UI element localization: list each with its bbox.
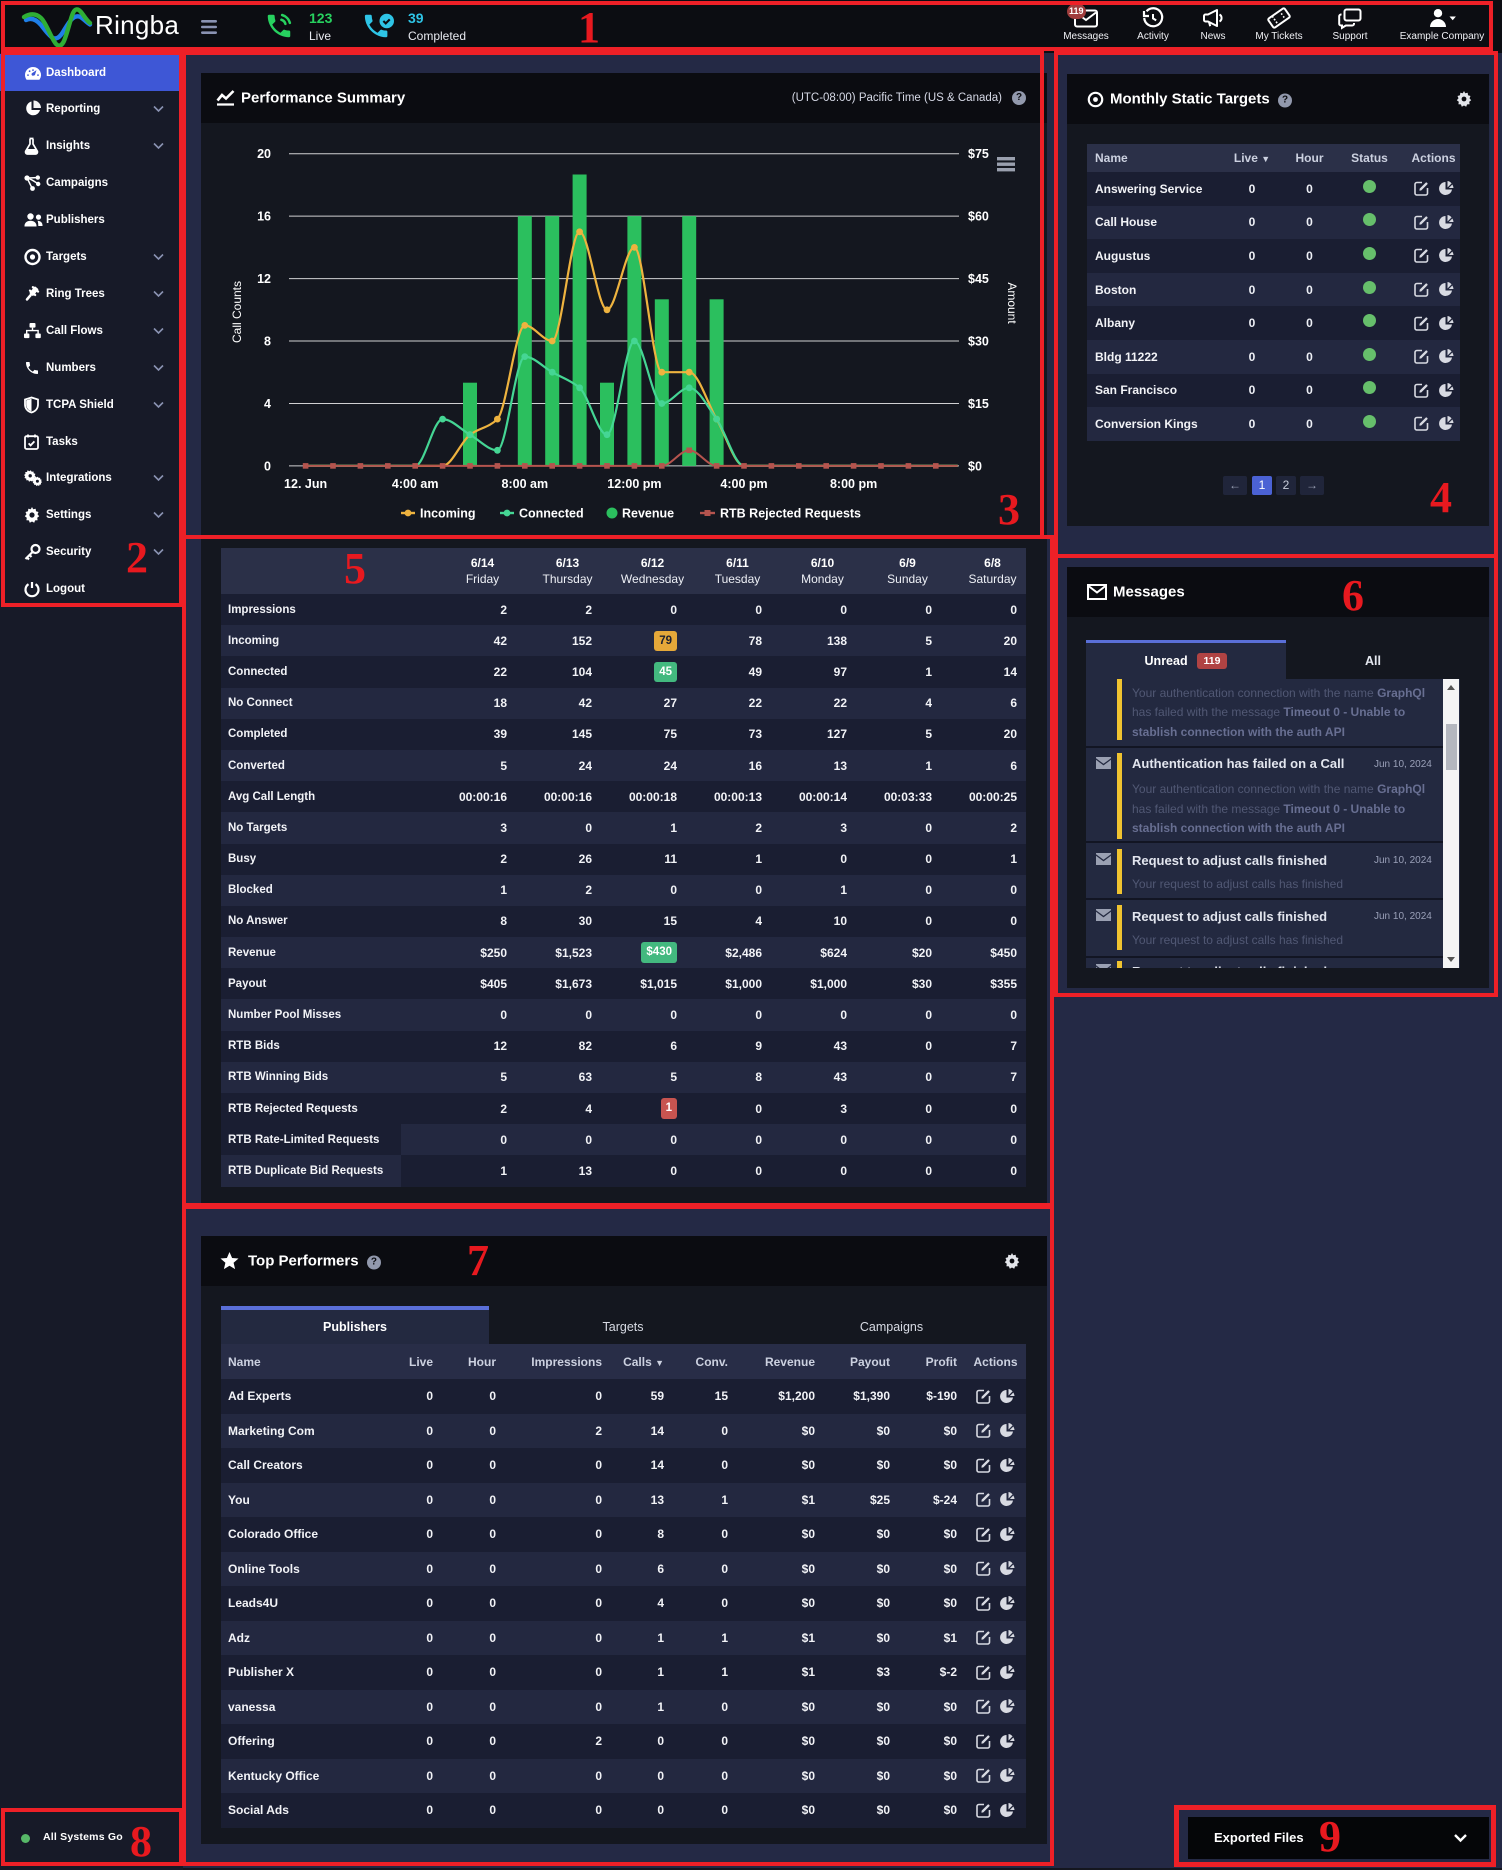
svg-text:$15: $15: [968, 397, 989, 411]
svg-text:4:00 am: 4:00 am: [392, 477, 439, 491]
svg-text:$75: $75: [968, 147, 989, 161]
svg-text:4:00 pm: 4:00 pm: [720, 477, 767, 491]
svg-text:Amount: Amount: [1005, 282, 1019, 324]
svg-text:8: 8: [264, 335, 271, 349]
svg-text:12. Jun: 12. Jun: [284, 477, 327, 491]
svg-text:Revenue: Revenue: [622, 507, 674, 521]
svg-text:Call Counts: Call Counts: [230, 281, 244, 343]
svg-text:12: 12: [257, 272, 271, 286]
svg-text:16: 16: [257, 210, 271, 224]
svg-text:8:00 am: 8:00 am: [502, 477, 549, 491]
svg-text:0: 0: [264, 459, 271, 473]
svg-text:8:00 pm: 8:00 pm: [830, 477, 877, 491]
svg-text:$0: $0: [968, 459, 982, 473]
svg-text:4: 4: [264, 397, 271, 411]
svg-text:Connected: Connected: [519, 507, 584, 521]
svg-text:12:00 pm: 12:00 pm: [607, 477, 661, 491]
svg-text:$30: $30: [968, 335, 989, 349]
svg-text:Incoming: Incoming: [420, 507, 476, 521]
svg-text:$60: $60: [968, 210, 989, 224]
svg-text:RTB Rejected Requests: RTB Rejected Requests: [720, 507, 861, 521]
svg-text:$45: $45: [968, 272, 989, 286]
svg-text:20: 20: [257, 147, 271, 161]
